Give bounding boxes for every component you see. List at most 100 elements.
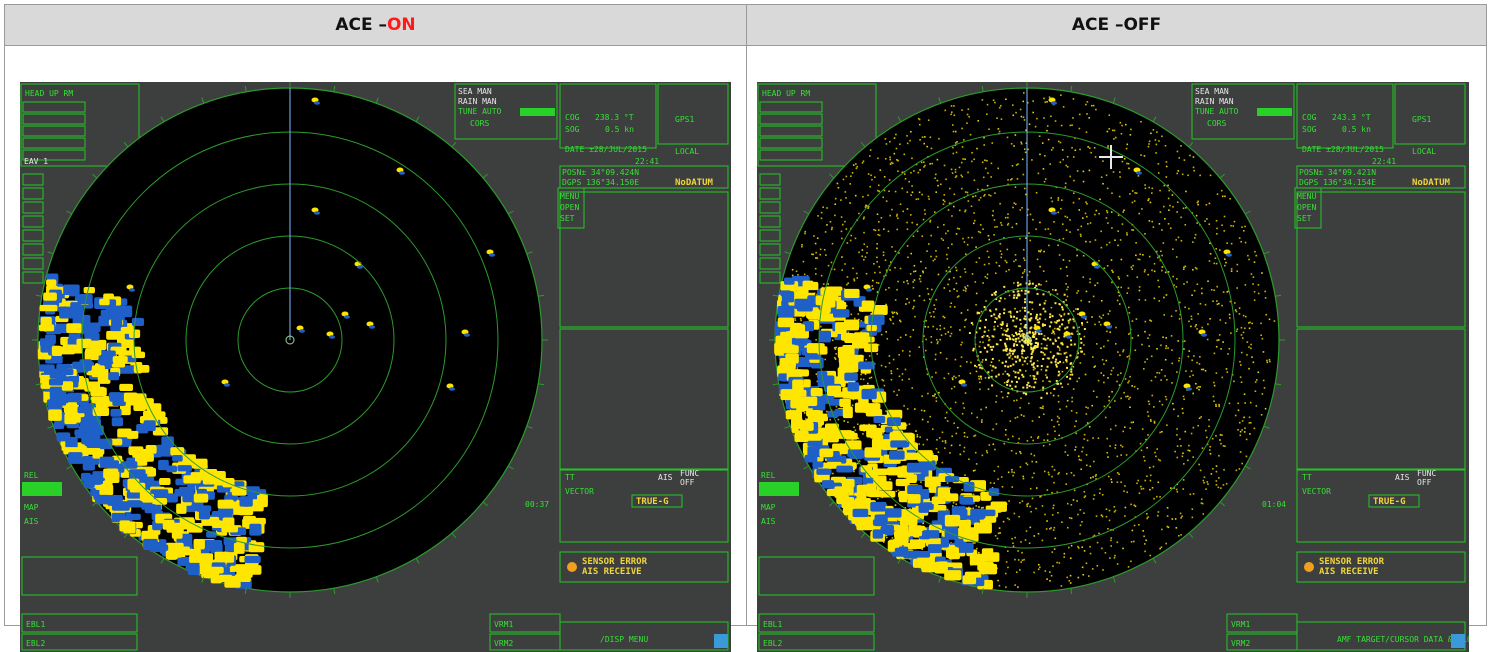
clutter-dot	[1157, 163, 1160, 165]
clutter-dot	[1003, 381, 1006, 384]
land-echo	[868, 314, 885, 325]
center-clutter	[1080, 322, 1083, 325]
clutter-dot	[1143, 155, 1146, 157]
clutter-dot	[1005, 98, 1007, 101]
clutter-dot	[1177, 170, 1180, 172]
clutter-dot	[1077, 455, 1080, 458]
center-clutter	[1058, 325, 1061, 328]
clutter-dot	[852, 267, 854, 270]
center-clutter	[1012, 344, 1015, 347]
clutter-dot	[819, 253, 822, 256]
clutter-dot	[1076, 254, 1078, 257]
center-clutter	[1024, 289, 1027, 292]
clutter-dot	[960, 343, 962, 346]
clutter-dot	[1044, 374, 1047, 376]
center-clutter	[1040, 365, 1043, 368]
clutter-dot	[975, 370, 978, 373]
clutter-dot	[1026, 101, 1029, 104]
clutter-dot	[1040, 407, 1043, 409]
clutter-dot	[1002, 520, 1005, 523]
center-clutter	[974, 364, 977, 367]
clutter-dot	[885, 288, 887, 291]
clutter-dot	[1193, 289, 1196, 292]
land-echo	[793, 324, 806, 335]
date-label: DATE ±28/JUL/2015	[565, 145, 647, 154]
clutter-dot	[869, 185, 871, 188]
clutter-dot	[1057, 197, 1060, 199]
center-clutter	[1026, 383, 1029, 386]
clutter-dot	[1079, 533, 1081, 535]
clutter-dot	[1067, 546, 1070, 549]
clutter-dot	[1020, 541, 1022, 543]
clutter-dot	[870, 376, 873, 379]
land-echo	[233, 542, 245, 554]
clutter-dot	[1036, 359, 1039, 362]
clutter-dot	[926, 373, 929, 376]
clutter-dot	[1116, 380, 1118, 383]
center-clutter	[986, 334, 989, 337]
clutter-dot	[1244, 284, 1247, 286]
time-ref-label: LOCAL	[1412, 147, 1436, 156]
clutter-dot	[1213, 352, 1216, 355]
clutter-dot	[1130, 541, 1133, 543]
clutter-dot	[1207, 483, 1209, 485]
bearing-tick	[860, 532, 866, 538]
clutter-dot	[1238, 468, 1241, 470]
clutter-dot	[966, 122, 968, 124]
clutter-dot	[1209, 242, 1211, 245]
clutter-dot	[1138, 258, 1141, 261]
clutter-dot	[896, 228, 898, 231]
clutter-dot	[1186, 281, 1188, 283]
center-clutter	[1033, 345, 1036, 348]
land-echo	[973, 522, 992, 534]
clutter-dot	[1148, 186, 1150, 189]
clutter-dot	[801, 243, 803, 246]
clutter-dot	[895, 133, 897, 136]
clutter-dot	[1057, 140, 1060, 143]
clutter-dot	[1065, 299, 1067, 301]
center-clutter	[1007, 365, 1010, 368]
clutter-dot	[1146, 475, 1148, 478]
clutter-dot	[987, 339, 990, 342]
clutter-dot	[896, 288, 898, 291]
land-echo	[937, 487, 951, 499]
clutter-dot	[885, 143, 888, 145]
sea-label: SEA MAN	[458, 87, 492, 96]
clutter-dot	[1151, 192, 1153, 194]
target-trail	[399, 171, 405, 175]
ais-func-label: AIS	[1395, 473, 1410, 482]
center-clutter	[1030, 357, 1033, 360]
clutter-dot	[1157, 458, 1160, 461]
center-clutter	[1055, 363, 1058, 366]
clutter-dot	[936, 439, 938, 441]
clutter-dot	[800, 319, 802, 322]
center-clutter	[1050, 321, 1053, 324]
clutter-dot	[1232, 225, 1235, 227]
clutter-dot	[1127, 287, 1130, 289]
clutter-dot	[1050, 149, 1053, 151]
clutter-dot	[1025, 237, 1027, 239]
clutter-dot	[1135, 192, 1138, 194]
clutter-dot	[1083, 344, 1085, 346]
clutter-dot	[1201, 292, 1203, 295]
center-clutter	[976, 311, 979, 314]
clutter-dot	[1094, 239, 1097, 241]
clutter-dot	[1089, 552, 1092, 555]
clutter-dot	[1013, 282, 1015, 284]
clutter-dot	[923, 166, 925, 168]
center-clutter	[1032, 335, 1035, 338]
clutter-dot	[927, 195, 930, 198]
clutter-dot	[1180, 534, 1182, 536]
center-clutter	[1066, 375, 1069, 378]
clutter-dot	[987, 388, 990, 390]
clutter-dot	[904, 507, 906, 509]
clutter-dot	[906, 245, 909, 247]
clutter-dot	[1073, 425, 1076, 428]
clutter-dot	[1004, 297, 1006, 300]
clutter-dot	[923, 356, 925, 358]
center-clutter	[1034, 332, 1037, 335]
clutter-dot	[866, 245, 869, 248]
clutter-dot	[1021, 551, 1023, 554]
clutter-dot	[1201, 447, 1204, 449]
clutter-dot	[1085, 413, 1088, 415]
